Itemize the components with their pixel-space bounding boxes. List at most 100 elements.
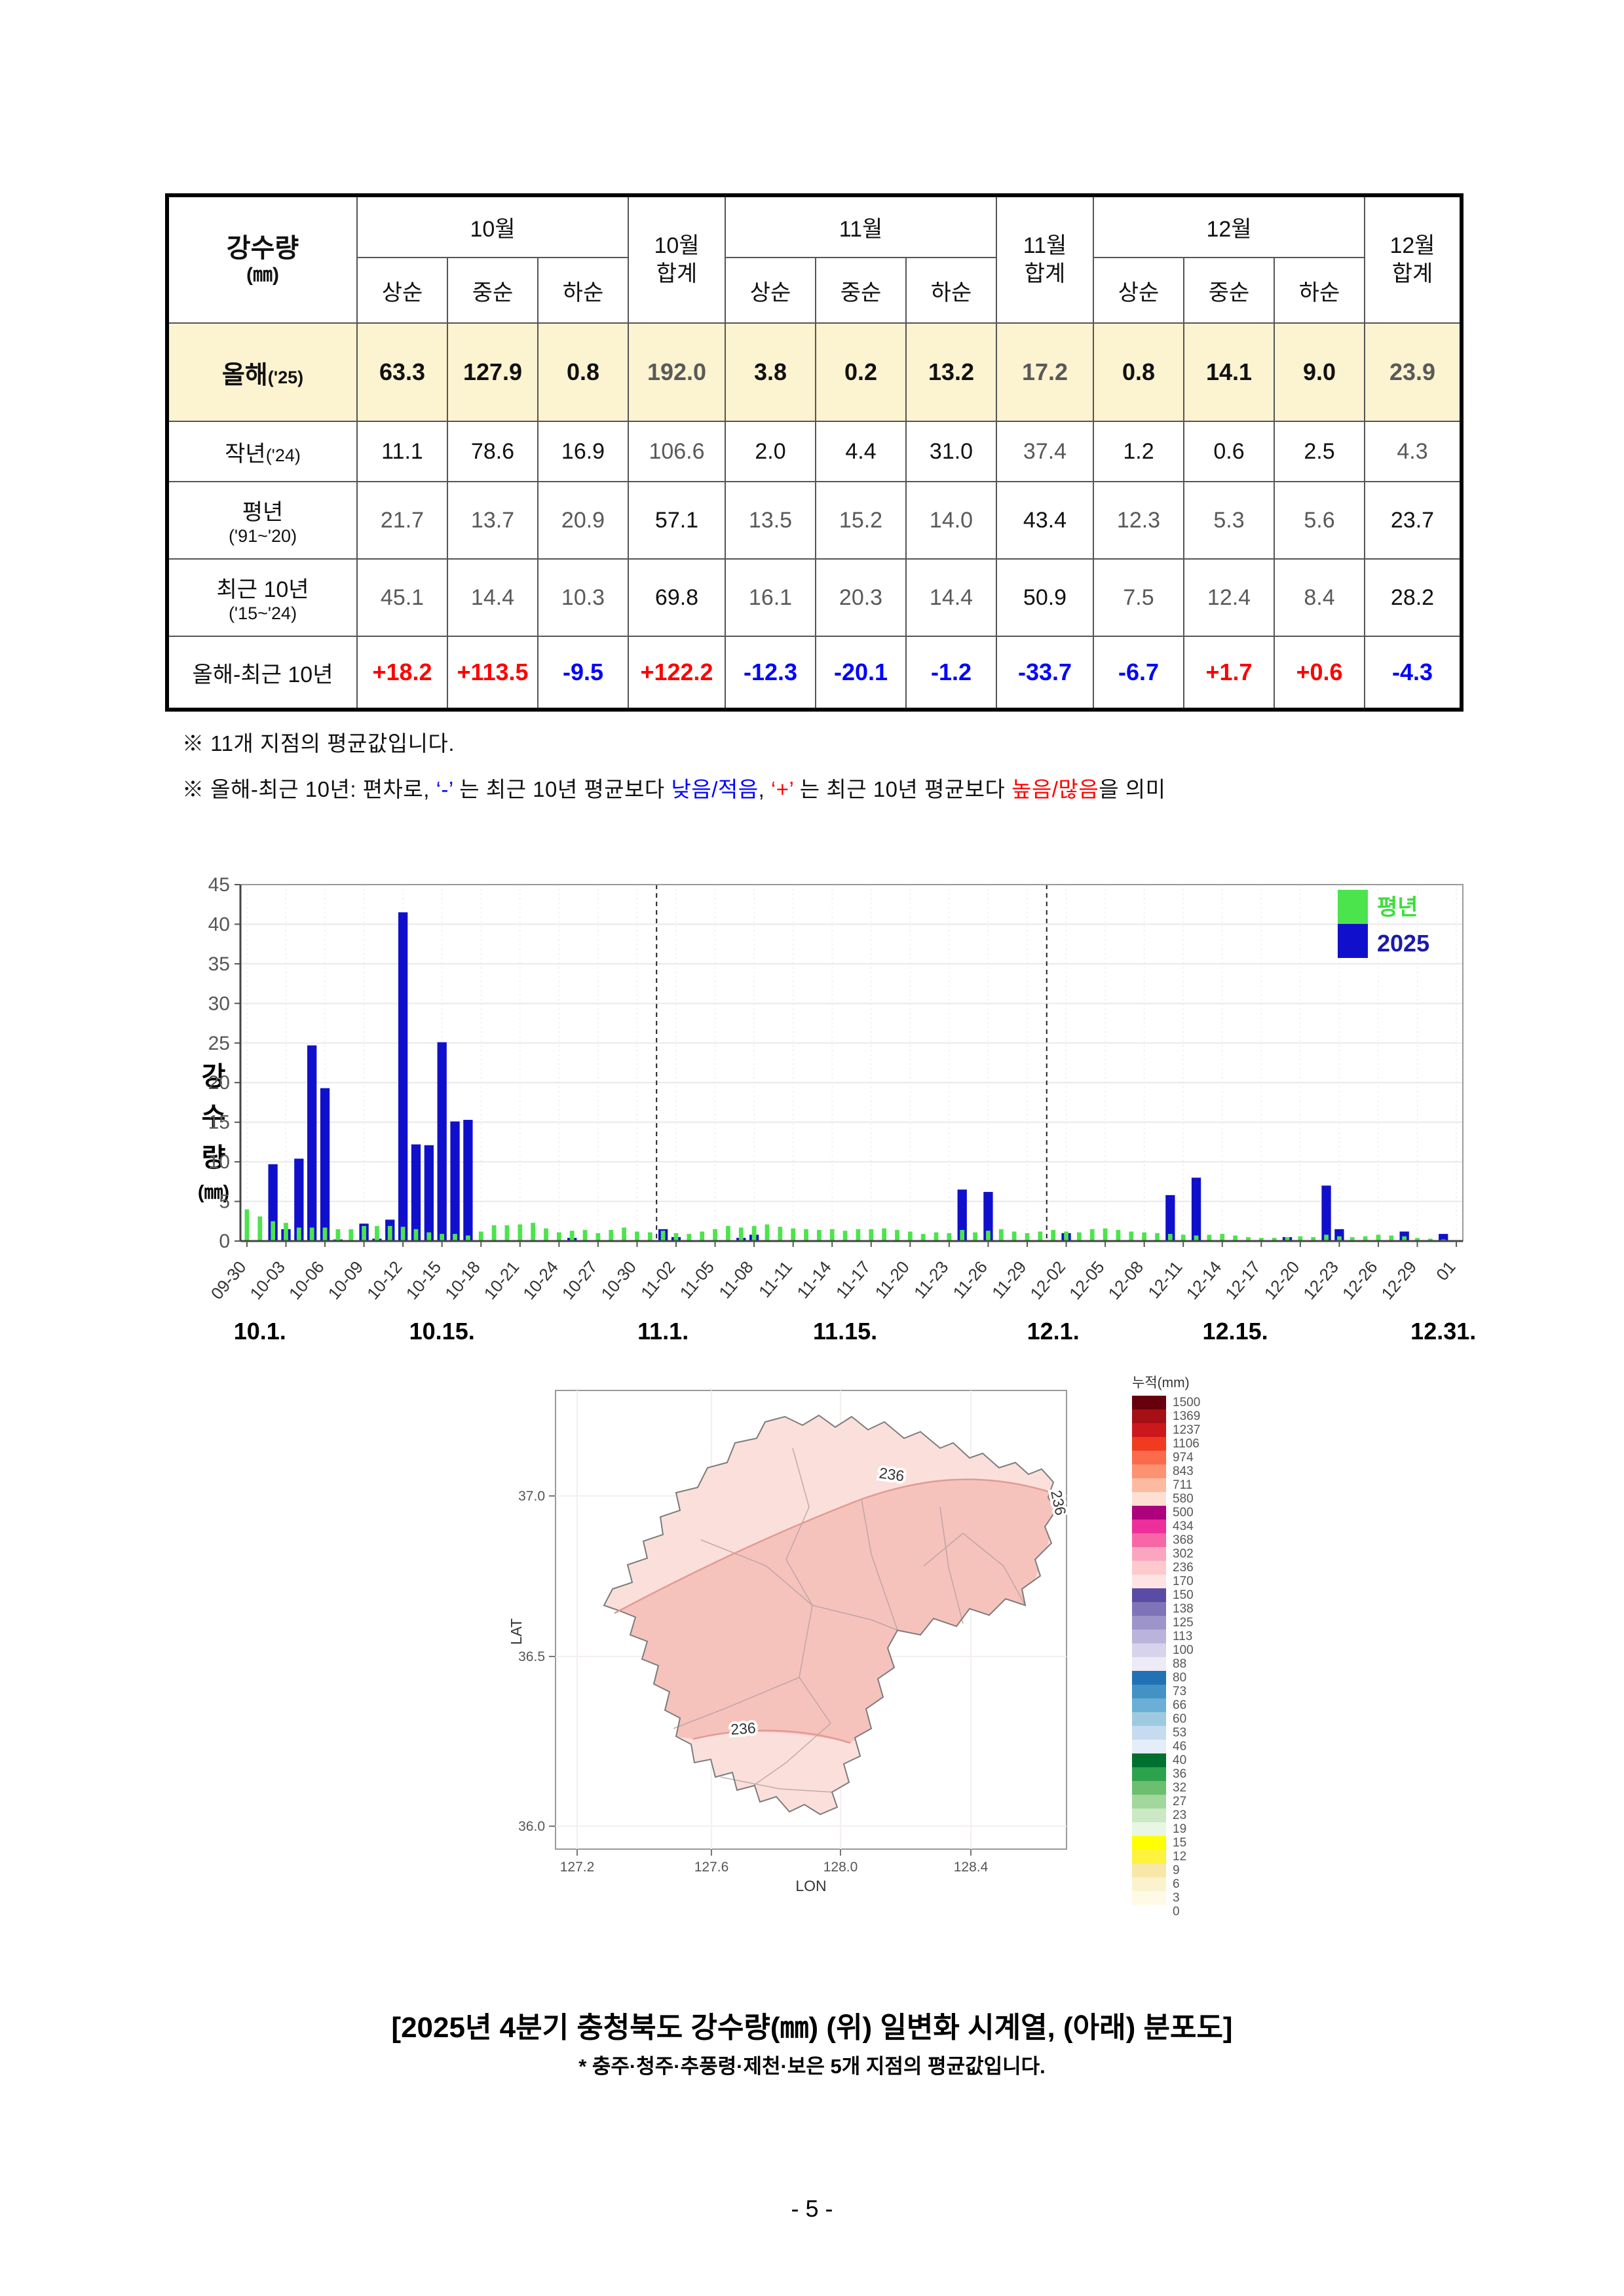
x-tick-label: 12-02 [1026, 1257, 1069, 1303]
legend-swatch-normal [1338, 890, 1368, 924]
legend-swatch [1132, 1575, 1166, 1588]
table-cell: 16.1 [725, 558, 816, 637]
x-tick-label: 12-29 [1377, 1257, 1420, 1303]
subcol-header: 중순 [1183, 257, 1275, 324]
legend-row: 1369 [1132, 1409, 1200, 1423]
bar-normal [1350, 1236, 1355, 1241]
table-cell: 106.6 [628, 421, 726, 482]
bar-2025 [450, 1121, 460, 1241]
bar-normal [973, 1232, 977, 1241]
bar-normal [1089, 1229, 1095, 1241]
legend-row: 1500 [1132, 1396, 1200, 1409]
lat-tick-label: 37.0 [518, 1489, 545, 1504]
row-label: 올해('25) [166, 322, 358, 422]
legend-value: 843 [1173, 1464, 1194, 1478]
note-text: 는 최근 10년 평균보다 [453, 777, 671, 801]
bar-normal [947, 1233, 952, 1241]
table-cell: 21.7 [356, 481, 448, 560]
district-border [753, 1723, 831, 1786]
bar-normal [856, 1229, 861, 1241]
legend-row: 32 [1132, 1781, 1200, 1795]
table-row: 평년 ('91~'20) 21.7 13.7 20.9 57.1 13.5 15.2 14.0 4… [166, 481, 1462, 560]
month-label: 12.1. [1027, 1318, 1080, 1345]
legend-swatch [1132, 1767, 1166, 1781]
bar-normal [895, 1230, 899, 1241]
bar-normal [1246, 1236, 1251, 1241]
bar-2025 [437, 1042, 447, 1241]
chart-y-axis-title: 강 수 량 (㎜) [189, 1056, 238, 1208]
table-cell: 14.1 [1183, 322, 1275, 422]
legend-value: 150 [1173, 1588, 1194, 1602]
bar-2025 [294, 1158, 304, 1241]
bar-normal [491, 1225, 497, 1241]
x-tick-label: 12-14 [1182, 1257, 1226, 1303]
x-tick-label: 10-09 [324, 1257, 367, 1303]
bar-normal [687, 1234, 692, 1241]
table-cell: 45.1 [356, 558, 448, 637]
note-text: ‘-’ [436, 777, 454, 801]
bar-normal [387, 1226, 392, 1241]
legend-swatch [1132, 1616, 1166, 1630]
bar-normal [257, 1216, 263, 1241]
note-text: 는 최근 10년 평균보다 [793, 777, 1012, 801]
legend-row: 368 [1132, 1533, 1200, 1547]
bar-normal [1142, 1232, 1147, 1241]
table-cell: -12.3 [725, 636, 816, 710]
bar-normal [1324, 1234, 1329, 1241]
month-sum-header-2: 11월 합계 [996, 195, 1094, 324]
legend-value: 113 [1173, 1630, 1193, 1643]
row-label: 평년 ('91~'20) [166, 481, 358, 560]
legend-value: 53 [1173, 1726, 1187, 1740]
legend-row: 15 [1132, 1836, 1200, 1850]
x-tick-label: 12-20 [1260, 1257, 1304, 1303]
x-tick-label: 11-26 [949, 1257, 991, 1303]
legend-row: 3 [1132, 1891, 1200, 1905]
lon-tick-label: 128.4 [954, 1860, 989, 1875]
table-cell: 1.2 [1093, 421, 1184, 482]
bar-normal [1180, 1234, 1186, 1241]
bar-normal [413, 1229, 419, 1241]
figure-caption-note: * 충주·청주·추풍령·제천·보은 5개 지점의 평균값입니다. [578, 2055, 1046, 2078]
table-cell: 16.9 [537, 421, 629, 482]
bar-normal [453, 1234, 457, 1241]
bar-normal [284, 1223, 288, 1241]
legend-value: 15 [1173, 1836, 1187, 1850]
bar-2025 [1439, 1234, 1448, 1241]
x-tick-label: 11-11 [755, 1257, 796, 1301]
bar-normal [1258, 1238, 1264, 1241]
y-tick-label: 40 [208, 913, 230, 935]
subcol-header: 하순 [905, 257, 997, 324]
subcol-header: 상순 [356, 257, 448, 324]
precipitation-table-section: 강수량 (㎜) 10월 10월 합계 11월 11월 합계 12월 12월 합계 상순 중순 하순 상순 중순… [165, 193, 1463, 712]
row-label: 작년('24) [166, 421, 358, 482]
bar-2025 [398, 912, 408, 1241]
table-cell: 43.4 [996, 481, 1094, 560]
legend-swatch [1132, 1698, 1166, 1712]
bar-normal [960, 1230, 965, 1241]
table-cell: +113.5 [447, 636, 538, 710]
legend-swatch [1132, 1891, 1166, 1905]
bar-2025 [983, 1192, 993, 1241]
legend-value: 19 [1173, 1822, 1187, 1836]
table-cell: 15.2 [815, 481, 907, 560]
district-border [939, 1506, 964, 1624]
legend-value: 27 [1173, 1795, 1187, 1808]
legend-row: 73 [1132, 1685, 1200, 1698]
bar-normal [700, 1231, 705, 1241]
table-cell: 78.6 [447, 421, 538, 482]
legend-value: 60 [1173, 1712, 1187, 1726]
table-cell: 4.4 [815, 421, 907, 482]
legend-swatch [1132, 1561, 1166, 1575]
bar-normal [569, 1231, 575, 1241]
bar-normal [478, 1231, 483, 1241]
legend-value: 88 [1173, 1657, 1187, 1671]
legend-row: 580 [1132, 1492, 1200, 1506]
legend-value: 138 [1173, 1602, 1194, 1616]
x-tick-label: 11-29 [988, 1257, 1030, 1303]
legend-value: 9 [1173, 1864, 1180, 1877]
legend-swatch [1132, 1520, 1166, 1533]
legend-value: 0 [1173, 1905, 1180, 1919]
legend-swatch [1132, 1671, 1166, 1685]
district-border [861, 1499, 898, 1631]
y-tick-label: 15 [208, 1112, 230, 1134]
